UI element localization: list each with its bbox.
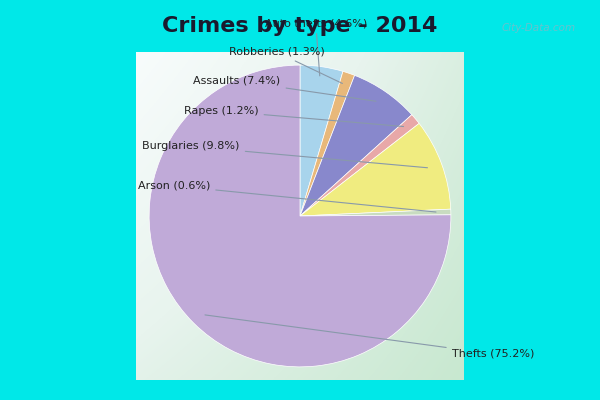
Text: Assaults (7.4%): Assaults (7.4%) [193,76,376,101]
Wedge shape [300,65,343,216]
Text: Auto thefts (4.6%): Auto thefts (4.6%) [265,18,367,76]
Text: Rapes (1.2%): Rapes (1.2%) [184,106,404,126]
Text: Thefts (75.2%): Thefts (75.2%) [205,315,534,359]
Wedge shape [300,209,451,216]
Wedge shape [300,124,451,216]
Text: Burglaries (9.8%): Burglaries (9.8%) [142,142,427,168]
Wedge shape [149,65,451,367]
Text: Robberies (1.3%): Robberies (1.3%) [229,47,343,84]
Wedge shape [300,71,355,216]
Text: Crimes by type - 2014: Crimes by type - 2014 [163,16,437,36]
Text: Arson (0.6%): Arson (0.6%) [138,181,436,212]
Wedge shape [300,75,412,216]
Text: City-Data.com: City-Data.com [502,23,575,33]
Wedge shape [300,115,419,216]
